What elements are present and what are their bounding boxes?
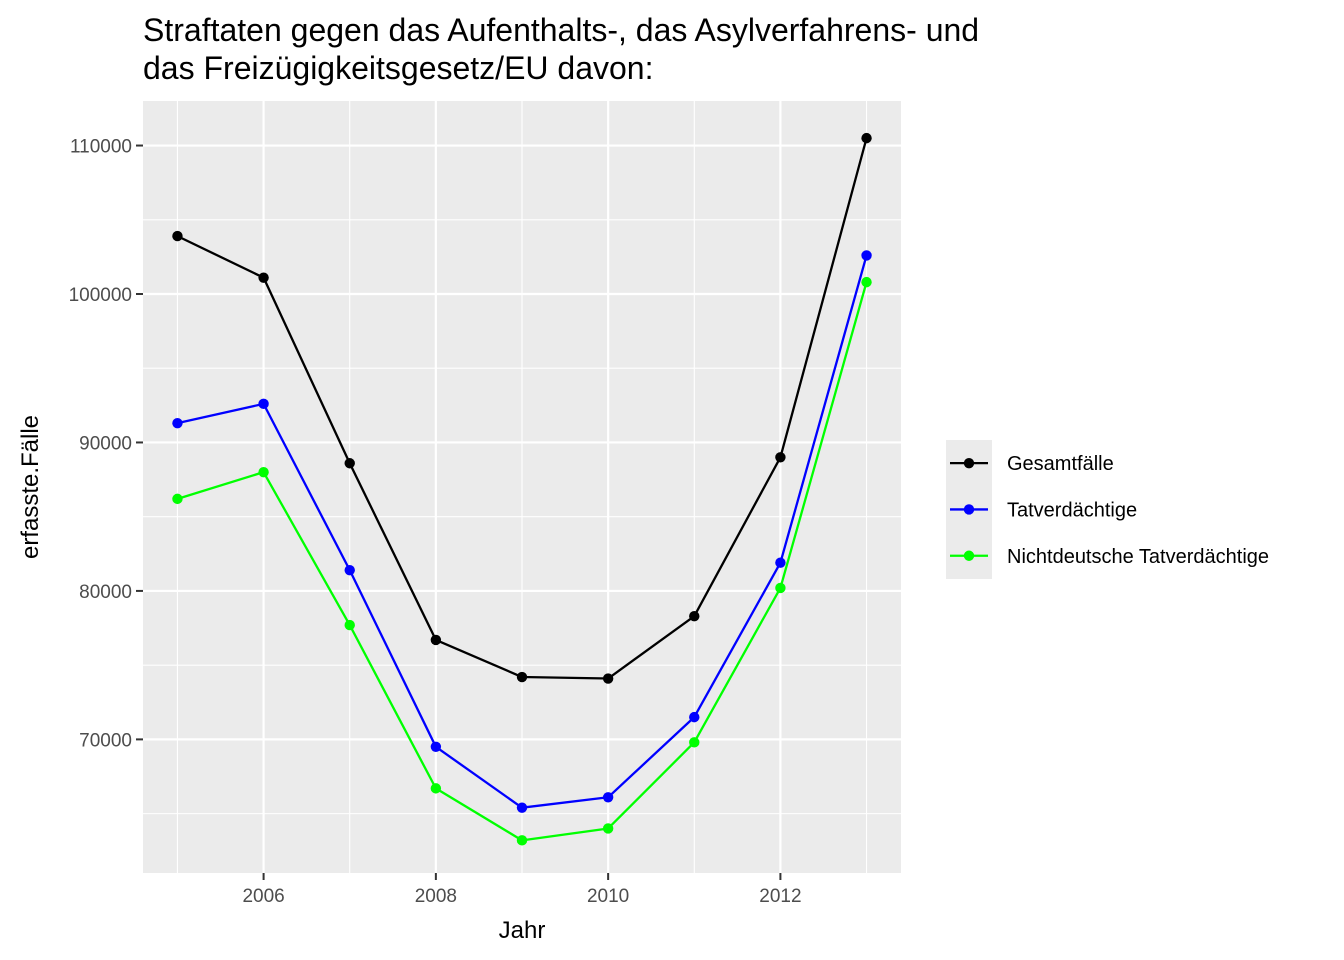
data-point: [344, 458, 355, 469]
chart-title-line-2: das Freizügigkeitsgesetz/EU davon:: [143, 50, 653, 86]
grid-minor: [143, 101, 901, 873]
chart-title: Straftaten gegen das Aufenthalts-, das A…: [143, 12, 979, 86]
data-point: [861, 132, 872, 144]
series-points: [172, 132, 872, 846]
y-axis-title: erfasste.Fälle: [17, 415, 44, 559]
x-tick-label: 2008: [415, 886, 457, 907]
legend-label: Tatverdächtige: [1007, 499, 1137, 521]
data-point: [258, 466, 269, 478]
x-axis-title: Jahr: [499, 917, 546, 944]
data-point: [430, 741, 442, 753]
data-point: [430, 783, 442, 794]
data-point: [689, 610, 700, 622]
data-point: [344, 564, 355, 576]
legend-label: Nichtdeutsche Tatverdächtige: [1007, 546, 1269, 568]
y-tick-label: 70000: [79, 730, 132, 751]
data-point: [861, 276, 872, 288]
legend-label: Gesamtfälle: [1007, 453, 1114, 475]
data-point: [172, 417, 183, 429]
data-point: [602, 823, 614, 834]
data-point: [344, 619, 355, 631]
x-tick-label: 2012: [759, 886, 801, 907]
data-point: [689, 737, 700, 748]
data-point: [775, 582, 786, 594]
legend: Gesamtfälle Tatverdächtige Nichtdeutsche T…: [946, 440, 1269, 579]
data-point: [258, 398, 269, 410]
y-tick-label: 110000: [70, 137, 132, 158]
x-axis: 2006 2008 2010 2012: [242, 873, 802, 907]
grid-major: [143, 101, 901, 873]
data-point: [602, 792, 614, 803]
y-tick-label: 80000: [79, 582, 132, 603]
data-point: [775, 557, 786, 568]
data-point: [172, 230, 183, 242]
legend-key-point: [963, 550, 975, 561]
x-tick-label: 2006: [242, 886, 284, 907]
data-point: [689, 711, 700, 723]
x-tick-label: 2010: [587, 886, 629, 907]
legend-key-point: [963, 457, 975, 469]
data-point: [172, 493, 183, 505]
data-point: [516, 802, 528, 813]
data-point: [775, 452, 786, 463]
data-point: [258, 272, 269, 283]
legend-key-point: [963, 504, 975, 515]
data-point: [861, 250, 872, 261]
chart-title-line-1: Straftaten gegen das Aufenthalts-, das A…: [143, 12, 979, 48]
data-point: [430, 634, 442, 646]
y-tick-label: 100000: [69, 285, 132, 306]
data-point: [516, 671, 528, 683]
data-point: [516, 835, 528, 846]
y-tick-label: 90000: [79, 433, 132, 454]
data-point: [602, 673, 614, 684]
y-axis: 70000 80000 90000 100000 110000: [69, 137, 143, 751]
